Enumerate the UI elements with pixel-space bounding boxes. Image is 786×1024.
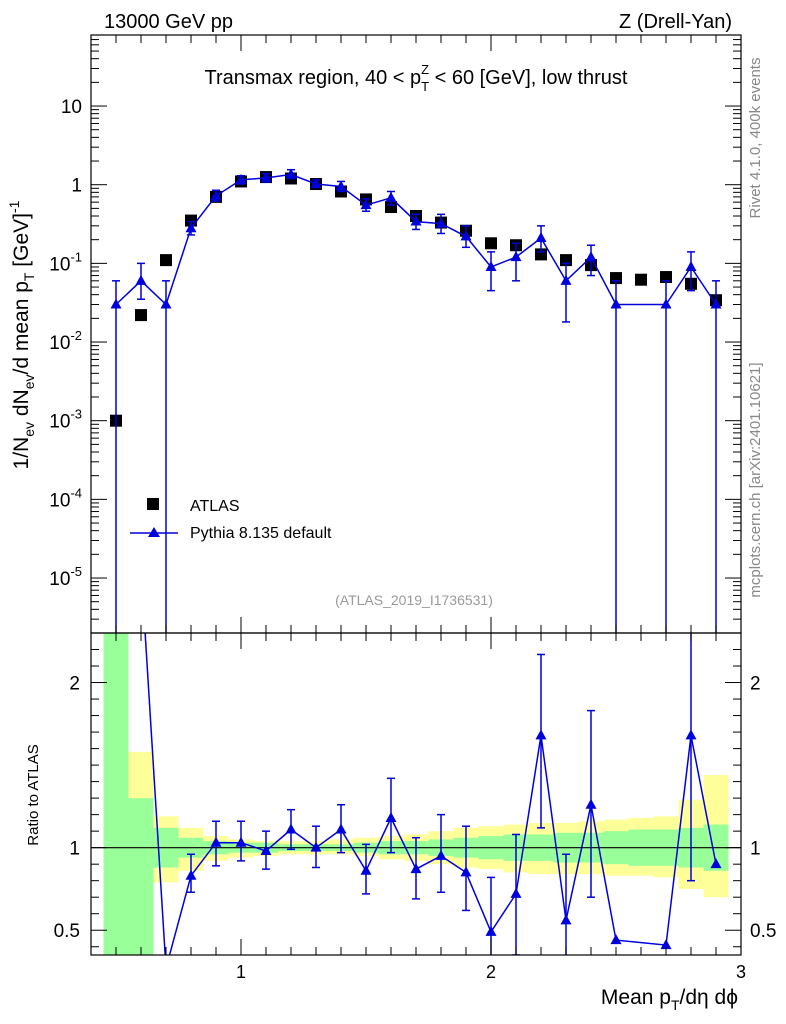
ratio-point: [585, 798, 597, 809]
legend-pythia-marker: [148, 527, 160, 537]
ratio-y-tick-label-right: 2: [750, 674, 761, 695]
main-y-tick-label: 1: [71, 176, 82, 197]
ratio-point: [335, 823, 347, 834]
pythia-point: [710, 298, 722, 309]
pythia-point: [685, 260, 697, 271]
ratio-series: [144, 633, 722, 955]
ratio-point: [460, 866, 472, 877]
ratio-point: [535, 729, 547, 740]
pythia-point: [335, 180, 347, 191]
ratio-point: [610, 934, 622, 945]
ratio-point: [385, 811, 397, 822]
pythia-point: [160, 298, 172, 309]
pythia-point: [460, 230, 472, 241]
pythia-point: [610, 298, 622, 309]
pythia-point: [485, 260, 497, 271]
pythia-point: [110, 298, 122, 309]
pythia-point: [660, 298, 672, 309]
legend-pythia-label: Pythia 8.135 default: [190, 525, 332, 542]
ratio-point: [560, 914, 572, 925]
atlas-point: [485, 237, 497, 250]
atlas-point: [135, 309, 147, 322]
ratio-point: [710, 858, 722, 869]
main-y-tick-label: 10-1: [49, 249, 82, 275]
pythia-line: [115, 173, 717, 306]
ratio-bands: [91, 633, 741, 955]
ratio-point: [660, 939, 672, 950]
legend: ATLAS Pythia 8.135 default: [130, 498, 332, 542]
ratio-point: [510, 887, 522, 898]
pythia-point: [135, 274, 147, 285]
pythia-point: [560, 274, 572, 285]
pythia-point: [510, 251, 522, 262]
main-y-tick-label: 10-3: [49, 407, 82, 433]
main-y-tick-label: 10: [61, 97, 82, 118]
main-y-axis-label: 1/Nev dNev/d mean pT [GeV]-1: [6, 200, 37, 469]
ratio-point: [360, 864, 372, 875]
ratio-point: [285, 823, 297, 834]
pythia-point: [360, 199, 372, 210]
main-y-tick-label: 10-2: [49, 328, 82, 354]
ratio-point: [435, 849, 447, 860]
pythia-point: [385, 191, 397, 202]
legend-atlas-marker: [147, 498, 159, 510]
main-y-tick-label: 10-4: [49, 485, 82, 511]
x-axis-label: Mean pT/dη dϕ: [601, 986, 738, 1013]
ratio-point: [310, 841, 322, 852]
atlas-point: [635, 273, 647, 286]
main-marks: [110, 168, 722, 633]
atlas-point: [660, 271, 672, 284]
ratio-y-tick-label: 0.5: [54, 921, 80, 942]
pythia-point: [535, 232, 547, 243]
atlas-point: [160, 254, 172, 267]
pythia-point: [585, 251, 597, 262]
stat-uncertainty-band: [103, 633, 129, 955]
header-right: Z (Drell-Yan): [619, 11, 732, 33]
pythia-point: [210, 189, 222, 200]
atlas-point: [385, 201, 397, 214]
pythia-point: [260, 171, 272, 182]
main-frame: [90, 34, 742, 634]
mcplots-info: mcplots.cern.ch [arXiv:2401.10621]: [747, 362, 764, 597]
header-left: 13000 GeV pp: [104, 11, 233, 33]
pythia-point: [410, 215, 422, 226]
pythia-point: [235, 173, 247, 184]
rivet-info: Rivet 4.1.0, 400k events: [747, 58, 764, 219]
pythia-point: [285, 168, 297, 179]
ratio-point: [485, 925, 497, 936]
x-tick-label: 2: [486, 962, 496, 982]
ratio-marks: [144, 633, 722, 955]
ratio-point: [185, 869, 197, 880]
ratio-point: [235, 836, 247, 847]
pythia-point: [185, 222, 197, 233]
pythia-point: [310, 178, 322, 189]
ratio-point: [210, 836, 222, 847]
main-y-tick-label: 10-5: [49, 564, 82, 590]
pythia-point: [435, 217, 447, 228]
ratio-point: [410, 863, 422, 874]
plot-title: Transmax region, 40 < pZ T < 60 [GeV], lo…: [205, 62, 628, 94]
legend-atlas-label: ATLAS: [190, 498, 240, 515]
axes: 1 2 3 10-5 10-4 10-3 10-2 10-1 1 10 0.5 0.5 1 1 2 2: [49, 34, 776, 982]
ratio-y-tick-label: 1: [69, 839, 80, 860]
ratio-y-tick-label-right: 1: [750, 839, 761, 860]
analysis-watermark: (ATLAS_2019_I1736531): [335, 592, 493, 608]
ratio-point: [260, 844, 272, 855]
x-tick-label: 3: [736, 962, 746, 982]
ratio-y-axis-label: Ratio to ATLAS: [25, 744, 42, 845]
ratio-line: [144, 633, 717, 955]
ratio-frame: [90, 632, 742, 956]
x-tick-label: 1: [236, 962, 246, 982]
ratio-point: [685, 729, 697, 740]
ratio-y-tick-label: 2: [69, 674, 80, 695]
ratio-y-tick-label-right: 0.5: [750, 921, 776, 942]
stat-uncertainty-band: [128, 798, 154, 955]
